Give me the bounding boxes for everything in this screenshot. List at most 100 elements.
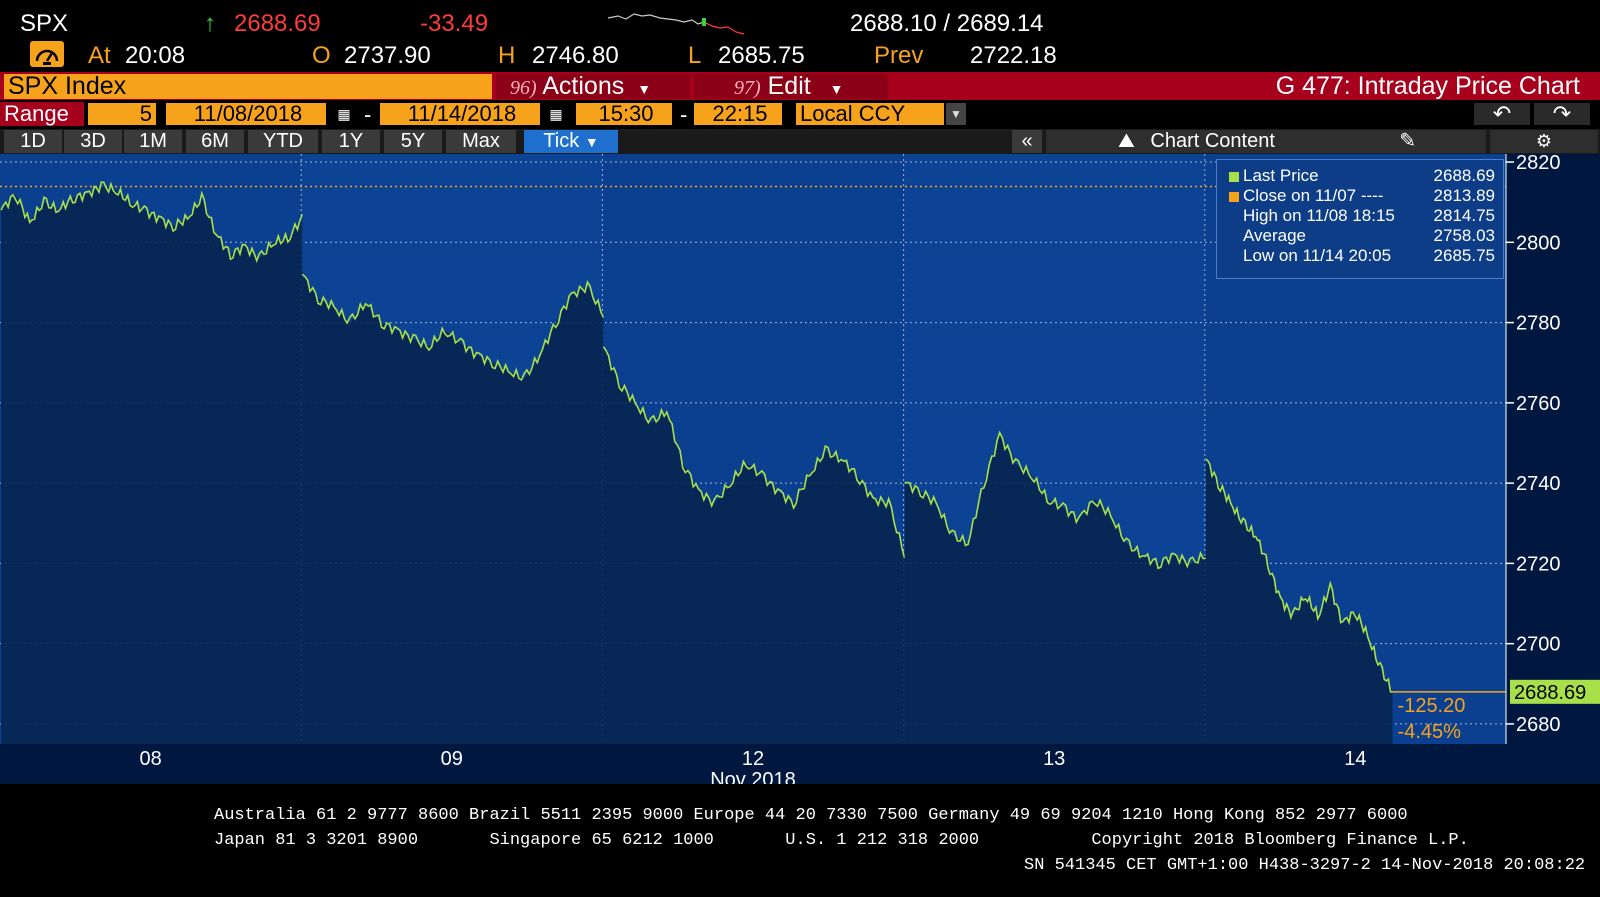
- net-change: -33.49: [420, 10, 489, 37]
- last-price: 2688.69: [234, 10, 321, 37]
- tab-ytd[interactable]: YTD: [248, 130, 318, 153]
- chart-content-label: Chart Content: [1150, 130, 1275, 152]
- end-date-field[interactable]: 11/14/2018: [380, 103, 540, 125]
- y-tick-label: 2720: [1516, 553, 1561, 575]
- legend-item[interactable]: High on 11/08 18:15 2814.75: [1221, 206, 1499, 226]
- legend-item[interactable]: Last Price 2688.69: [1221, 166, 1499, 186]
- speedometer-icon[interactable]: [30, 41, 64, 67]
- legend-label: High on 11/08 18:15: [1243, 206, 1395, 225]
- chart-legend[interactable]: Last Price 2688.69 Close on 11/07 ---- 2813…: [1216, 159, 1504, 279]
- calendar-icon[interactable]: ▦: [549, 106, 563, 122]
- end-time-field[interactable]: 22:15: [694, 103, 782, 125]
- price-line: [0, 181, 303, 264]
- legend-value: 2813.89: [1433, 186, 1495, 205]
- legend-label: Close on 11/07 ----: [1243, 186, 1384, 205]
- tab-6m[interactable]: 6M: [186, 130, 244, 153]
- change-pct-label: -4.45%: [1398, 721, 1462, 743]
- gear-icon[interactable]: ⚙: [1490, 130, 1598, 153]
- price-area: [904, 435, 1206, 744]
- tab-3d[interactable]: 3D: [64, 130, 122, 153]
- y-tick-label: 2700: [1516, 634, 1561, 656]
- tab-5y[interactable]: 5Y: [384, 130, 442, 153]
- at-label: At: [88, 42, 111, 69]
- calendar-icon[interactable]: ▦: [337, 106, 351, 122]
- tab-1y[interactable]: 1Y: [322, 130, 380, 153]
- actions-number: 96): [510, 77, 537, 99]
- price-line: [904, 430, 1206, 570]
- tab-tick-label: Tick: [543, 130, 580, 152]
- price-area: [603, 346, 905, 744]
- actions-menu[interactable]: 96) Actions ▼: [496, 74, 690, 99]
- edit-menu[interactable]: 97) Edit ▼: [694, 74, 888, 99]
- low-label: L: [688, 42, 702, 69]
- legend-item[interactable]: Average 2758.03: [1221, 226, 1499, 246]
- ticker-label: SPX: [20, 10, 69, 37]
- legend-label: Low on 11/14 20:05: [1243, 246, 1392, 265]
- undo-icon[interactable]: ↶: [1474, 103, 1530, 125]
- y-tick-label: 2780: [1516, 313, 1561, 335]
- intraday-chart[interactable]: -125.20 -4.45% 2680 2700 2720 2740 2760 2780 280…: [0, 154, 1600, 784]
- legend-swatch-icon: [1229, 252, 1239, 262]
- open-label: O: [312, 42, 331, 69]
- range-label: Range: [0, 102, 84, 126]
- prev-value: 2722.18: [970, 42, 1057, 69]
- x-tick-label: 12: [742, 748, 764, 770]
- edit-number: 97): [734, 77, 761, 99]
- chevron-down-icon[interactable]: ▼: [946, 103, 966, 125]
- tab-1d[interactable]: 1D: [4, 130, 62, 153]
- chart-content-button[interactable]: ⛰ Chart Content ✎: [1046, 130, 1486, 153]
- start-time-field[interactable]: 15:30: [576, 103, 672, 125]
- y-axis-panel: [1506, 154, 1600, 744]
- chevron-down-icon: ▼: [637, 81, 652, 97]
- legend-value: 2688.69: [1433, 166, 1495, 185]
- currency-field[interactable]: Local CCY: [796, 103, 944, 125]
- y-tick-label: 2760: [1516, 393, 1561, 415]
- price-line: [1205, 458, 1393, 693]
- price-area: [1205, 459, 1393, 744]
- price-area: [302, 274, 604, 744]
- high-label: H: [498, 42, 516, 69]
- y-tick-label: 2820: [1516, 154, 1561, 174]
- tab-tick[interactable]: Tick ▼: [524, 130, 618, 153]
- prev-label: Prev: [874, 42, 924, 69]
- footer-contacts-2: Japan 81 3 3201 8900 Singapore 65 6212 1…: [214, 831, 1469, 850]
- legend-swatch-icon: [1229, 171, 1239, 182]
- y-tick-label: 2800: [1516, 232, 1561, 254]
- edit-icon[interactable]: ✎: [1399, 130, 1416, 152]
- security-field[interactable]: SPX Index: [4, 74, 492, 99]
- legend-label: Average: [1243, 226, 1307, 245]
- range-separator: -: [364, 102, 372, 127]
- y-tick-label: 2680: [1516, 714, 1561, 736]
- redo-icon[interactable]: ↷: [1534, 103, 1590, 125]
- legend-swatch-icon: [1229, 191, 1239, 202]
- legend-swatch-icon: [1229, 212, 1239, 222]
- legend-swatch-icon: [1229, 232, 1239, 242]
- chart-icon: ⛰: [1118, 130, 1135, 152]
- high-value: 2746.80: [532, 42, 619, 69]
- price-line: [301, 273, 605, 382]
- collapse-icon[interactable]: «: [1012, 130, 1042, 153]
- bid-ask: 2688.10 / 2689.14: [850, 10, 1044, 37]
- tab-1m[interactable]: 1M: [124, 130, 182, 153]
- legend-label: Last Price: [1243, 166, 1319, 185]
- x-tick-label: 08: [139, 748, 161, 770]
- tab-max[interactable]: Max: [446, 130, 516, 153]
- x-tick-label: 13: [1043, 748, 1065, 770]
- x-axis-panel: [0, 744, 1600, 784]
- time-separator: -: [680, 102, 688, 127]
- edit-label: Edit: [767, 72, 811, 100]
- legend-item[interactable]: Low on 11/14 20:05 2685.75: [1221, 246, 1499, 266]
- start-date-field[interactable]: 11/08/2018: [166, 103, 326, 125]
- function-title: G 477: Intraday Price Chart: [1275, 72, 1580, 100]
- price-area: [1, 186, 303, 745]
- legend-value: 2814.75: [1433, 206, 1495, 225]
- price-line: [602, 346, 906, 559]
- x-tick-label: 14: [1344, 748, 1366, 770]
- chevron-down-icon: ▼: [584, 134, 599, 150]
- footer-session: SN 541345 CET GMT+1:00 H438-3297-2 14-No…: [1024, 856, 1586, 875]
- low-value: 2685.75: [718, 42, 805, 69]
- legend-value: 2758.03: [1433, 226, 1495, 245]
- legend-item[interactable]: Close on 11/07 ---- 2813.89: [1221, 186, 1499, 206]
- chevron-down-icon: ▼: [829, 81, 844, 97]
- range-period-field[interactable]: 5: [88, 103, 156, 125]
